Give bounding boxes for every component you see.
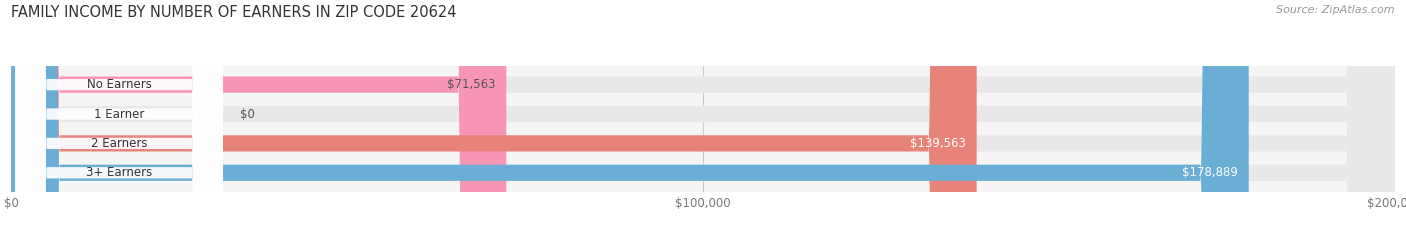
FancyBboxPatch shape [11, 0, 506, 234]
FancyBboxPatch shape [11, 0, 1249, 234]
Text: $71,563: $71,563 [447, 78, 495, 91]
FancyBboxPatch shape [15, 0, 224, 234]
Text: 2 Earners: 2 Earners [91, 137, 148, 150]
Text: $139,563: $139,563 [910, 137, 966, 150]
Text: Source: ZipAtlas.com: Source: ZipAtlas.com [1277, 5, 1395, 15]
Text: No Earners: No Earners [87, 78, 152, 91]
Text: 1 Earner: 1 Earner [94, 107, 145, 121]
Text: $0: $0 [239, 107, 254, 121]
FancyBboxPatch shape [11, 0, 1395, 234]
Text: $178,889: $178,889 [1182, 166, 1237, 179]
FancyBboxPatch shape [15, 0, 224, 234]
FancyBboxPatch shape [15, 0, 224, 234]
FancyBboxPatch shape [11, 0, 1395, 234]
Text: FAMILY INCOME BY NUMBER OF EARNERS IN ZIP CODE 20624: FAMILY INCOME BY NUMBER OF EARNERS IN ZI… [11, 5, 457, 20]
FancyBboxPatch shape [15, 0, 224, 234]
FancyBboxPatch shape [11, 0, 1395, 234]
FancyBboxPatch shape [11, 0, 1395, 234]
FancyBboxPatch shape [11, 0, 977, 234]
Text: 3+ Earners: 3+ Earners [86, 166, 152, 179]
